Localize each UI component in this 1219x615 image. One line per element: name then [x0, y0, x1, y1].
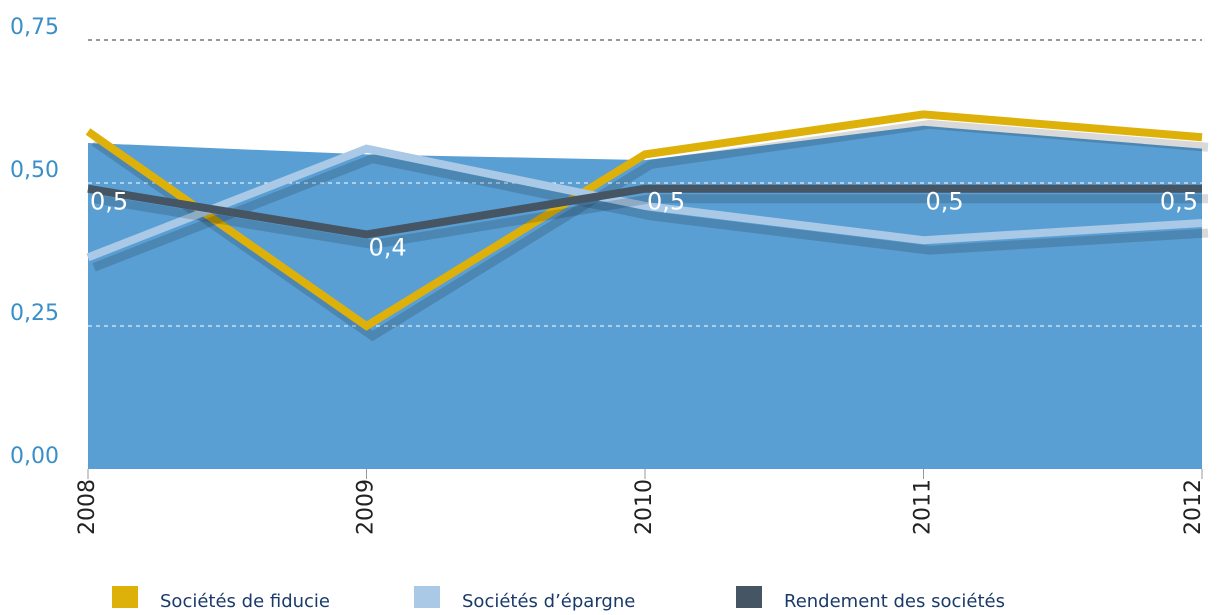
legend-label: Rendement des sociétés: [784, 591, 1005, 612]
data-label: 0,5: [1160, 188, 1198, 216]
x-tick-label: 2012: [1181, 479, 1206, 535]
data-label: 0,5: [926, 188, 964, 216]
legend-swatch: [112, 586, 138, 608]
legend-label: Sociétés d’épargne: [462, 591, 635, 612]
data-label: 0,5: [90, 188, 128, 216]
legend-label: Sociétés de fiducie: [160, 591, 330, 612]
x-tick-label: 2008: [75, 479, 100, 535]
y-tick-label: 0,25: [10, 301, 59, 326]
line-shadow: [92, 154, 1209, 272]
data-label: 0,4: [369, 233, 407, 261]
line-shadow: [91, 119, 1209, 342]
line-shadow: [93, 194, 1208, 250]
y-tick-label: 0,50: [10, 158, 59, 183]
line: [87, 184, 1202, 239]
data-label: 0,5: [647, 188, 685, 216]
legend-swatch: [414, 586, 440, 608]
y-tick-label: 0,00: [10, 444, 59, 469]
y-tick-label: 0,75: [10, 15, 59, 40]
x-tick-label: 2009: [354, 479, 379, 535]
x-tick-label: 2011: [911, 479, 936, 535]
area: [88, 125, 1202, 470]
x-tick-label: 2010: [632, 479, 657, 535]
line: [85, 110, 1203, 331]
line: [86, 144, 1203, 262]
legend-swatch: [736, 586, 762, 608]
